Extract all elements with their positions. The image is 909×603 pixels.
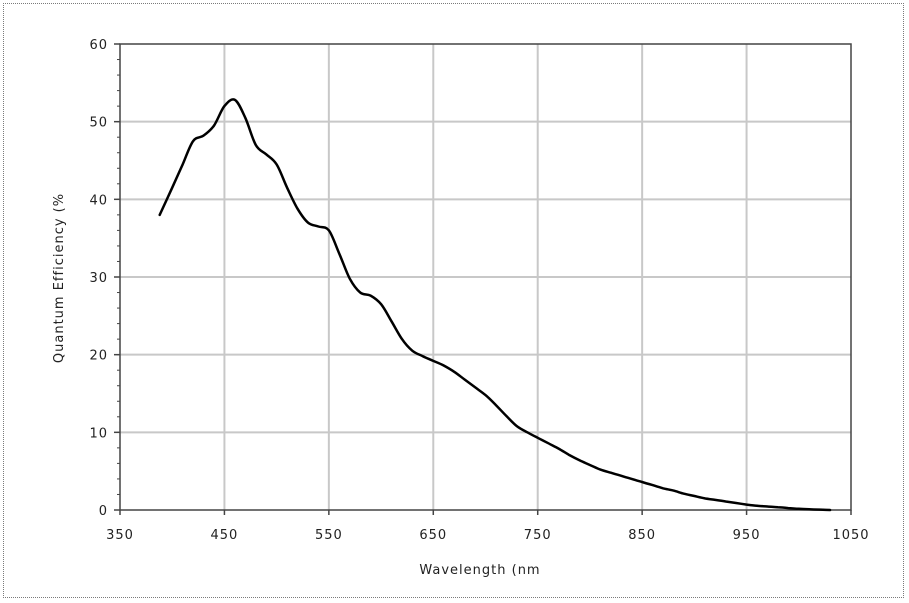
x-tick-label: 550 xyxy=(315,528,343,543)
x-tick-label: 650 xyxy=(419,528,447,543)
x-tick-label: 850 xyxy=(628,528,656,543)
x-tick-label: 450 xyxy=(211,528,239,543)
x-axis-ticks: 350 450 550 650 750 850 950 1050 xyxy=(106,510,869,543)
x-tick-label: 950 xyxy=(733,528,761,543)
x-axis-label: Wavelength (nm xyxy=(419,563,540,578)
series-line xyxy=(158,98,832,512)
y-tick-label: 20 xyxy=(89,349,108,364)
chart-frame xyxy=(3,3,904,598)
y-tick-label: 60 xyxy=(89,38,108,53)
y-axis-label: Quantum Efficiency (% xyxy=(52,193,67,363)
y-axis-ticks: 0 10 20 30 40 50 60 xyxy=(89,38,120,519)
y-tick-label: 10 xyxy=(89,426,108,441)
x-tick-label: 750 xyxy=(524,528,552,543)
x-tick-label: 1050 xyxy=(832,528,869,543)
y-tick-label: 30 xyxy=(89,271,108,286)
y-tick-label: 50 xyxy=(89,116,108,131)
grid xyxy=(120,44,851,510)
y-tick-label: 0 xyxy=(99,504,108,519)
y-tick-label: 40 xyxy=(89,193,108,208)
x-tick-label: 350 xyxy=(106,528,134,543)
